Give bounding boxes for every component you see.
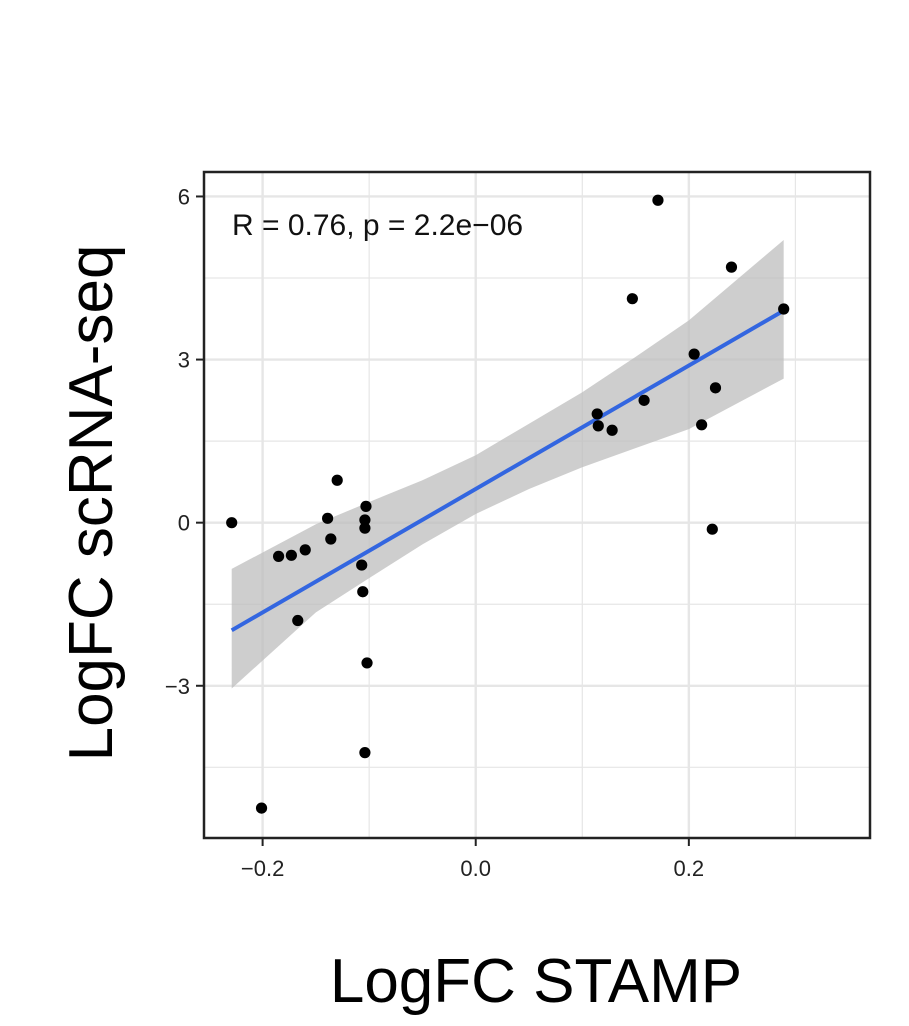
data-point: [359, 514, 371, 526]
data-point: [725, 261, 738, 273]
data-point: [272, 550, 285, 562]
data-point: [292, 614, 304, 627]
data-point: [325, 533, 337, 545]
data-point: [299, 544, 311, 556]
x-axis-title: LogFC STAMP: [330, 947, 742, 1016]
data-point: [331, 474, 343, 486]
data-point: [626, 293, 638, 305]
plot-border: [202, 170, 872, 840]
data-point: [606, 424, 618, 436]
data-point: [359, 522, 371, 534]
confidence-band: [231, 239, 784, 689]
y-tick-label: −3: [165, 674, 190, 699]
y-tick-label: 3: [178, 348, 190, 373]
data-point: [359, 747, 371, 759]
y-tick-label: 6: [178, 184, 190, 209]
correlation-annotation: R = 0.76, p = 2.2e−06: [232, 209, 523, 242]
data-point: [322, 512, 334, 524]
regression-line-group: [230, 308, 785, 633]
regression-line: [230, 308, 785, 633]
x-tick-label: −0.2: [241, 856, 284, 881]
data-points: [226, 194, 790, 814]
data-point: [709, 382, 722, 394]
data-point: [361, 657, 373, 669]
x-tick-label: 0.2: [674, 856, 705, 881]
data-point: [591, 408, 603, 420]
data-point: [592, 420, 604, 432]
y-tick-label: 0: [178, 511, 190, 536]
data-point: [226, 517, 238, 529]
confidence-band-group: [231, 239, 784, 689]
data-point: [360, 500, 372, 512]
data-point: [356, 559, 368, 571]
data-point: [285, 549, 297, 561]
data-point: [255, 802, 268, 814]
plot-frame: [202, 170, 872, 840]
data-point: [696, 419, 708, 431]
x-tick-label: 0.0: [460, 856, 491, 881]
axis-ticks: −0.2 0.0 0.2 −3 0 3 6: [165, 184, 704, 881]
data-point: [706, 523, 718, 535]
data-point: [652, 194, 664, 206]
y-axis-title: LogFC scRNA-seq: [57, 245, 126, 762]
data-point: [357, 586, 369, 598]
data-point: [778, 303, 790, 315]
data-point: [638, 394, 650, 406]
data-point: [688, 348, 700, 360]
